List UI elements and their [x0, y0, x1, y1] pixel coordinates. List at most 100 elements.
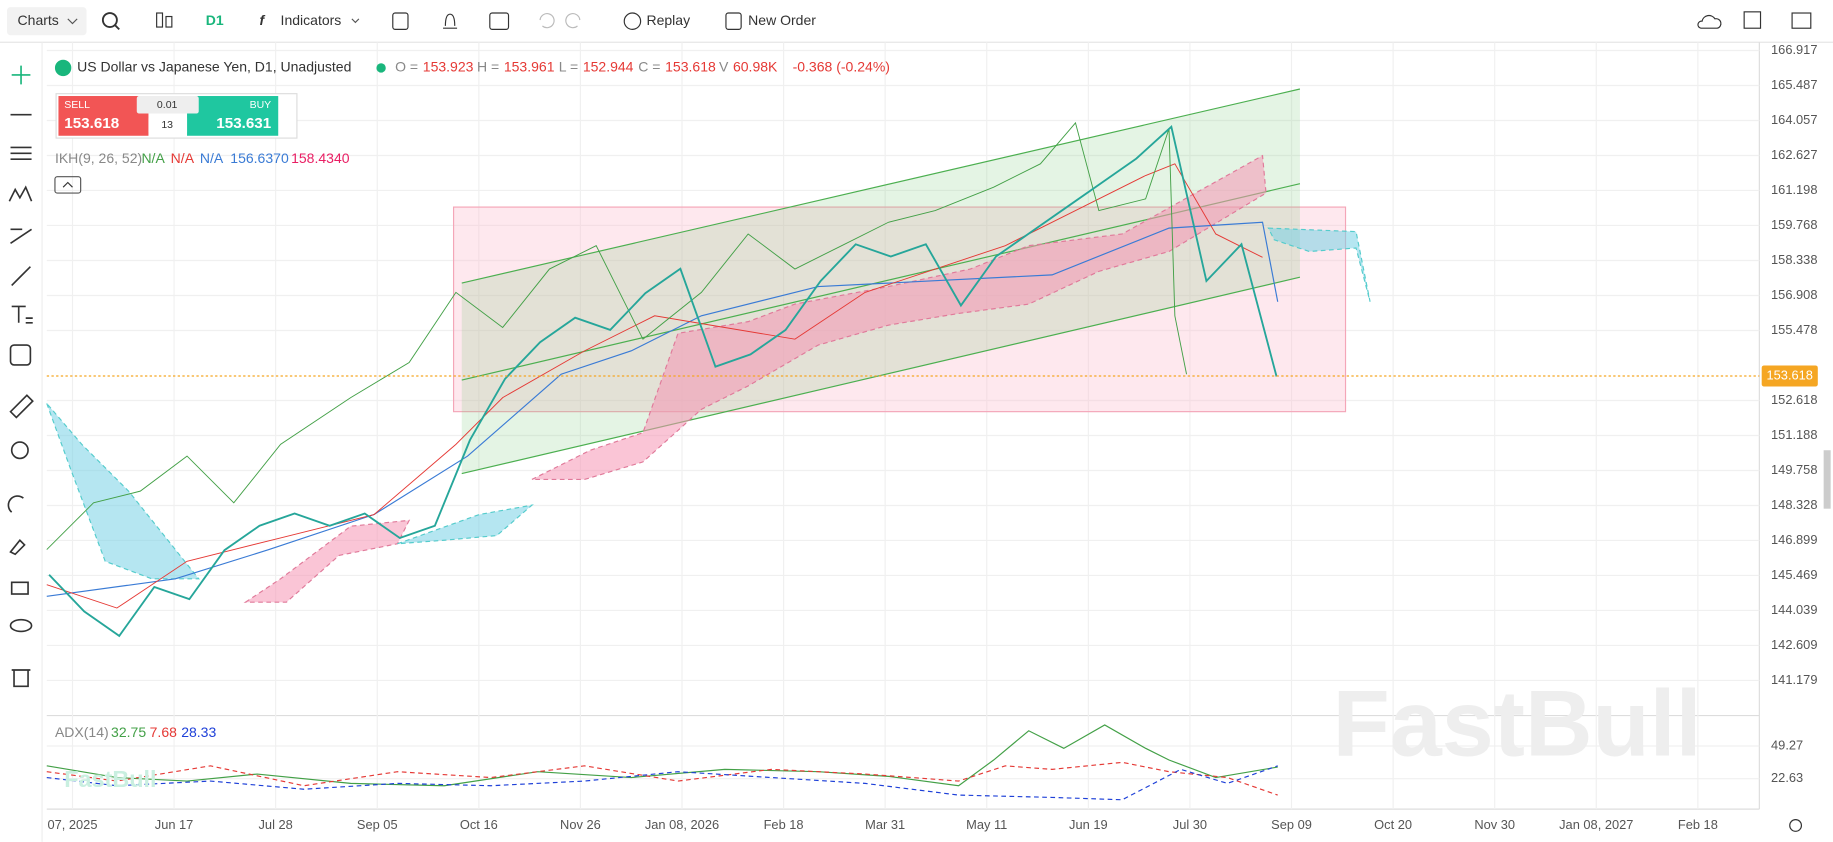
ikh-value: 158.4340 [291, 150, 350, 166]
popout-icon[interactable] [1743, 11, 1762, 29]
eye-tool[interactable] [9, 618, 33, 633]
fullscreen-icon[interactable] [1791, 12, 1812, 29]
ohlc-value: 153.923 [423, 59, 474, 75]
text-tool[interactable] [11, 305, 33, 324]
calendar-icon[interactable] [489, 12, 510, 30]
price-tag [1761, 365, 1818, 387]
date-label: Sep 05 [357, 817, 398, 832]
indicators-button[interactable]: Indicators [281, 12, 342, 28]
lock-tool[interactable] [10, 581, 29, 595]
price-tick-label: 165.487 [1771, 77, 1817, 92]
price-tick-label: 144.039 [1771, 602, 1817, 617]
candle-icon[interactable] [156, 12, 164, 28]
watermark: FastBull [64, 766, 156, 792]
kijun-line [46, 221, 1279, 597]
adx-value: 28.33 [181, 724, 216, 740]
buy-price[interactable]: 153.631 [216, 115, 271, 132]
symbol-icon [54, 59, 72, 77]
buy-button[interactable] [187, 96, 279, 136]
order-icon[interactable] [725, 12, 742, 30]
settings-icon[interactable] [1789, 819, 1803, 832]
buy-label[interactable]: BUY [250, 99, 272, 111]
undo-redo[interactable] [539, 13, 581, 29]
sell-label[interactable]: SELL [64, 99, 90, 111]
price-tag-label: 153.618 [1767, 367, 1813, 382]
replay-button[interactable]: Replay [646, 12, 690, 28]
pattern-tool[interactable] [8, 185, 33, 202]
chikou-line [46, 121, 1187, 550]
indicators-icon: f [260, 12, 266, 28]
new-order-button[interactable]: New Order [748, 12, 816, 28]
date-label: Jun 19 [1069, 817, 1108, 832]
collapse-icon [62, 181, 73, 188]
timeframe[interactable]: D1 [206, 12, 224, 28]
grid [46, 42, 1760, 810]
ikh-value: N/A [171, 150, 195, 166]
kumo-bull [1267, 227, 1371, 302]
sell-price[interactable]: 153.618 [64, 115, 119, 132]
lock-draw-tool[interactable] [9, 539, 26, 556]
fib-tool[interactable] [10, 146, 32, 160]
price-tick-label: 142.609 [1771, 637, 1817, 652]
ohlc-key: C = [638, 59, 660, 75]
price-tick-label: 149.758 [1771, 462, 1817, 477]
ruler-tool[interactable] [9, 394, 34, 419]
date-label: Nov 30 [1474, 817, 1515, 832]
date-label: Jul 28 [259, 817, 293, 832]
ohlc: O = 153.923 H = 153.961 L = 152.944 C = 153.618… [395, 59, 778, 75]
search-icon[interactable] [101, 12, 118, 28]
qty-box[interactable] [136, 96, 199, 114]
price-tick-label: 159.768 [1771, 217, 1817, 232]
projection-tool[interactable] [10, 228, 33, 244]
price-series [48, 125, 1278, 638]
adx-name: ADX(14) [55, 724, 109, 740]
ikh-values: N/A N/A N/A 156.6370 158.4340 [141, 150, 349, 166]
date-label: Oct 20 [1374, 817, 1412, 832]
magnet-tool[interactable] [7, 495, 24, 513]
emoji-tool[interactable] [9, 344, 32, 366]
collapse-button[interactable] [54, 176, 82, 194]
date-label: May 11 [966, 817, 1007, 832]
kumo-bear [243, 519, 411, 603]
price-tick-label: 148.328 [1771, 497, 1817, 512]
kumo-bull [397, 504, 534, 545]
date-label: Jul 30 [1173, 817, 1207, 832]
symbol-name: US Dollar vs Japanese Yen, D1, Unadjuste… [77, 59, 351, 75]
ikh-value: 156.6370 [230, 150, 289, 166]
zoom-tool[interactable] [10, 441, 29, 460]
sell-button[interactable] [58, 96, 149, 136]
price-tick-label: 145.469 [1771, 567, 1817, 582]
charts-label[interactable]: Charts [18, 12, 59, 28]
price-tick-label: 141.179 [1771, 672, 1817, 687]
ohlc-value: 153.961 [504, 59, 555, 75]
alert-icon[interactable] [443, 13, 458, 29]
template-icon[interactable] [392, 12, 409, 30]
date-label: Jun 17 [155, 817, 194, 832]
charts-button[interactable] [7, 7, 87, 36]
date-label: Feb 18 [764, 817, 804, 832]
price-tick-label: 152.618 [1771, 392, 1817, 407]
adx-tick-label: 22.63 [1771, 770, 1803, 785]
drawing-tools[interactable] [7, 65, 34, 688]
ohlc-key: L = [559, 59, 578, 75]
date-label: Feb 18 [1678, 817, 1718, 832]
brush-tool[interactable] [11, 266, 31, 286]
cloud-icon[interactable] [1697, 14, 1722, 29]
ikh-value: N/A [200, 150, 224, 166]
ohlc-value: 153.618 [665, 59, 716, 75]
tenkan-line [46, 163, 1263, 609]
scrollbar[interactable] [1823, 450, 1831, 509]
price-tick-label: 162.627 [1771, 147, 1817, 162]
ohlc-value: 60.98K [733, 59, 778, 75]
lots: 13 [161, 119, 173, 131]
candle-icon [165, 15, 173, 28]
kumo-bull [46, 403, 200, 580]
qty[interactable]: 0.01 [157, 99, 178, 111]
trash-tool[interactable] [11, 669, 31, 688]
date-label: Oct 16 [460, 817, 498, 832]
price-tick-label: 164.057 [1771, 112, 1817, 127]
replay-icon[interactable] [623, 12, 642, 30]
crosshair-tool[interactable] [11, 65, 31, 85]
